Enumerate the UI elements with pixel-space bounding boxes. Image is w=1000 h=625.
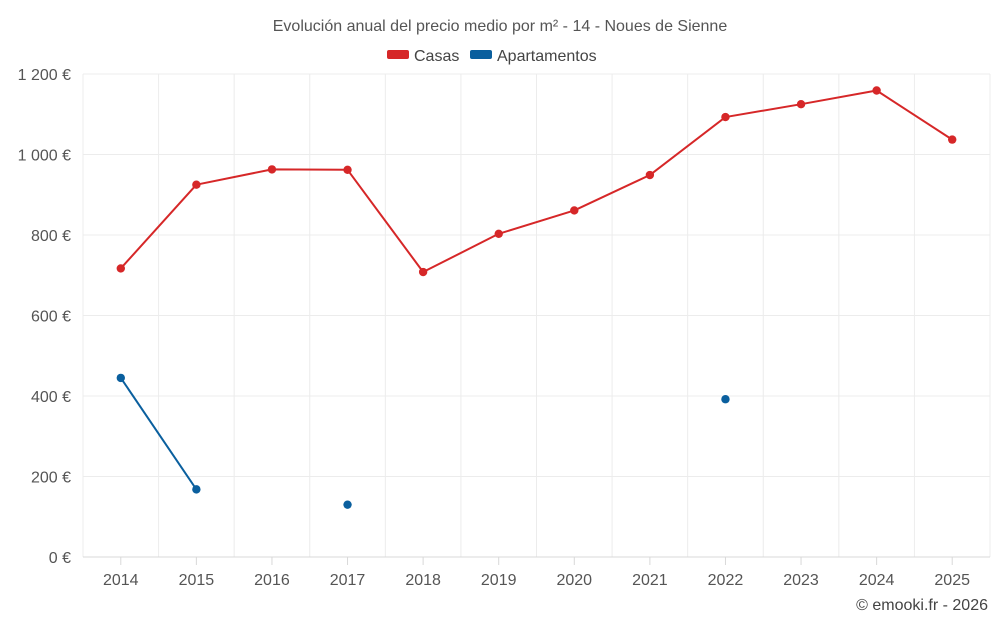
data-point xyxy=(721,112,730,122)
x-tick-label: 2019 xyxy=(481,572,517,589)
x-tick-label: 2016 xyxy=(254,572,290,589)
data-point xyxy=(418,267,428,277)
legend: Casas Apartamentos xyxy=(387,48,597,65)
y-tick-label: 600 € xyxy=(31,309,71,326)
y-tick-label: 400 € xyxy=(31,389,71,406)
legend-label: Apartamentos xyxy=(497,48,597,65)
grid xyxy=(82,73,991,557)
x-tick-label: 2017 xyxy=(330,572,366,589)
x-tick-label: 2025 xyxy=(934,572,970,589)
series-line xyxy=(119,377,198,490)
data-point xyxy=(645,170,655,180)
data-point xyxy=(796,99,806,109)
data-point xyxy=(267,165,277,174)
x-tick-label: 2014 xyxy=(103,572,139,589)
data-point xyxy=(721,395,730,404)
y-tick-label: 1 200 € xyxy=(18,67,71,84)
data-point xyxy=(570,206,579,215)
y-tick-label: 1 000 € xyxy=(18,148,71,165)
series-layer xyxy=(116,86,957,509)
data-point xyxy=(343,165,352,174)
x-tick-label: 2023 xyxy=(783,572,819,589)
data-point xyxy=(343,500,352,509)
legend-label: Casas xyxy=(414,48,459,65)
series-apartamentos xyxy=(116,373,730,509)
data-point xyxy=(494,229,503,238)
y-tick-label: 200 € xyxy=(31,470,71,487)
legend-swatch xyxy=(387,50,409,59)
x-tick-label: 2022 xyxy=(708,572,744,589)
y-tick-label: 800 € xyxy=(31,228,71,245)
series-casas xyxy=(116,86,957,277)
data-point xyxy=(872,86,881,95)
data-point xyxy=(116,373,125,383)
series-line xyxy=(120,89,953,274)
data-point xyxy=(192,180,201,189)
x-tick-label: 2021 xyxy=(632,572,668,589)
x-tick-label: 2020 xyxy=(556,572,592,589)
y-tick-label: 0 € xyxy=(49,550,71,567)
data-point xyxy=(948,135,957,144)
x-tick-label: 2015 xyxy=(179,572,215,589)
data-point xyxy=(192,485,201,494)
legend-swatch xyxy=(470,50,492,59)
data-point xyxy=(116,264,125,273)
x-tick-label: 2024 xyxy=(859,572,895,589)
credit-text: © emooki.fr - 2026 xyxy=(856,597,988,614)
chart-title: Evolución anual del precio medio por m² … xyxy=(273,18,728,35)
axes: 0 € 200 € 400 € 600 € 800 € 1 000 € 1 200 € 201… xyxy=(18,67,990,589)
x-tick-label: 2018 xyxy=(405,572,441,589)
